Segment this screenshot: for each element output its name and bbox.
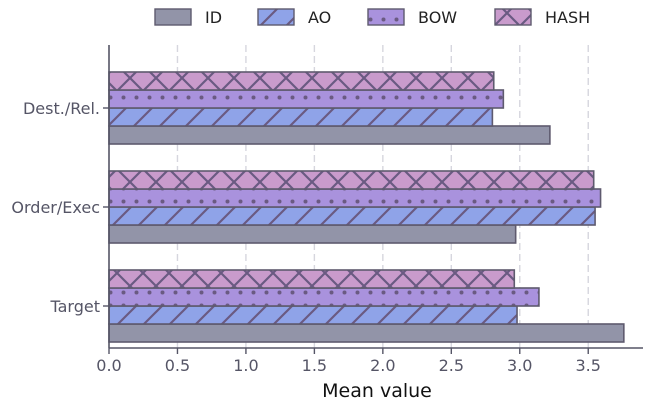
y-tick-label: Order/Exec xyxy=(11,198,100,217)
legend-item-id: ID xyxy=(154,8,222,27)
bar-ao-2 xyxy=(108,107,494,127)
legend: ID AO BOW HASH xyxy=(154,8,590,27)
bar-id-1 xyxy=(108,224,517,244)
x-tick-label: 2.5 xyxy=(439,356,464,375)
y-axis-ticks: Target Order/Exec Dest./Rel. xyxy=(11,99,109,316)
bar-ao-0 xyxy=(108,305,518,325)
x-tick-label: 3.5 xyxy=(576,356,601,375)
y-tick-label: Dest./Rel. xyxy=(23,99,100,118)
bar-hash-0 xyxy=(108,269,516,289)
bar-id-0 xyxy=(108,323,625,343)
legend-swatch xyxy=(155,9,191,25)
legend-item-bow: BOW xyxy=(367,8,457,27)
bars-group xyxy=(108,71,625,343)
y-tick-label: Target xyxy=(50,297,101,316)
bar-ao-1 xyxy=(108,206,596,226)
axes xyxy=(108,45,643,349)
x-axis-title: Mean value xyxy=(322,380,432,402)
bar-hash-1 xyxy=(108,170,595,190)
legend-label: ID xyxy=(205,8,222,27)
bar-bow-2 xyxy=(108,89,505,109)
x-tick-label: 1.5 xyxy=(302,356,327,375)
x-tick-label: 3.0 xyxy=(507,356,532,375)
x-tick-label: 2.0 xyxy=(370,356,395,375)
bar-bow-1 xyxy=(108,188,602,208)
legend-item-hash: HASH xyxy=(494,8,590,27)
legend-label: HASH xyxy=(545,8,590,27)
legend-label: AO xyxy=(308,8,331,27)
x-tick-label: 0.0 xyxy=(96,356,121,375)
legend-item-ao: AO xyxy=(257,8,331,27)
bar-id-2 xyxy=(108,125,551,145)
legend-label: BOW xyxy=(418,8,457,27)
x-tick-label: 1.0 xyxy=(233,356,258,375)
x-axis-ticks: 0.0 0.5 1.0 1.5 2.0 2.5 3.0 3.5 xyxy=(96,348,601,375)
bar-hash-2 xyxy=(108,71,495,91)
bar-bow-0 xyxy=(108,287,540,307)
x-tick-label: 0.5 xyxy=(165,356,190,375)
